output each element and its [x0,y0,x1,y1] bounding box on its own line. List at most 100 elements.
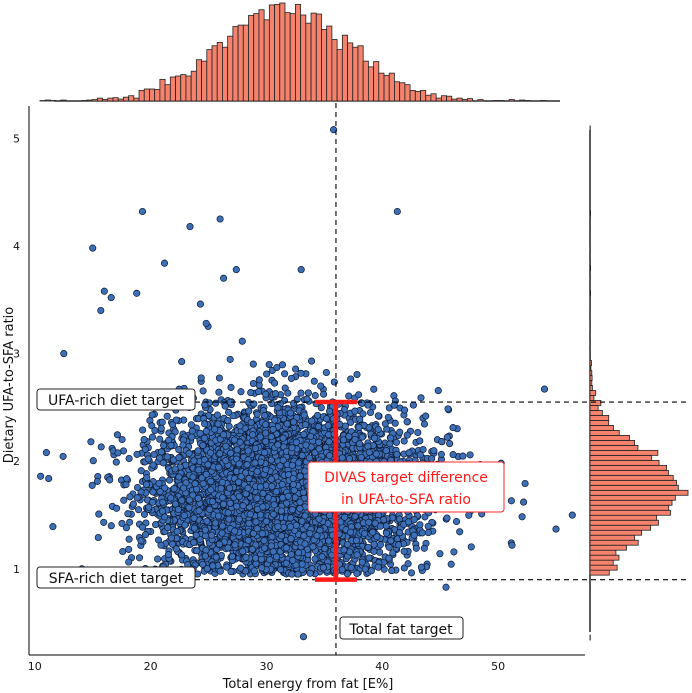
scatter-point [416,521,424,529]
scatter-point [178,358,186,366]
scatter-point [287,374,295,382]
scatter-point [278,361,287,369]
scatter-point [459,452,467,460]
scatter-point [308,357,316,365]
scatter-point [412,544,420,552]
y-hist-bar [589,529,642,536]
scatter-point [59,452,67,460]
scatter-point [310,377,318,385]
y-hist-bar [589,494,676,501]
scatter-point [135,506,143,514]
y-hist-bar [589,524,652,531]
scatter-point [225,422,233,430]
x-hist-bar [388,72,395,102]
x-hist-bar [185,75,192,102]
scatter-point [125,454,133,463]
x-hist-bar [263,19,270,102]
scatter-point [390,401,398,409]
x-hist-bar [362,60,369,102]
x-hist-bar [352,46,359,102]
scatter-point [347,375,355,383]
scatter-point [238,337,246,345]
scatter-point [156,435,164,443]
scatter-point [317,404,325,412]
x-hist-bar [237,24,244,102]
scatter-point [265,360,273,369]
y-hist-bar [589,544,627,551]
scatter-point [420,544,428,552]
x-hist-bar [414,90,421,102]
scatter-point [449,451,457,459]
scatter-point [167,534,175,542]
scatter-point [139,523,147,531]
y-hist-bar [589,365,592,371]
x-hist-bar [211,45,218,102]
scatter-point [197,374,205,382]
scatter-point [311,391,319,400]
scatter-point [137,537,145,545]
scatter-point [364,442,372,450]
x-hist-bar [420,90,427,102]
scatter-point [436,550,444,558]
scatter-point [141,445,149,453]
scatter-point [268,400,276,408]
scatter-point [157,541,165,549]
y-hist-bar [589,449,659,456]
scatter-point [443,514,451,522]
scatter-point [320,390,328,398]
y-hist-bar [589,395,595,401]
scatter-point [181,521,189,529]
x-hist-bar [227,35,234,102]
scatter-point [118,435,126,444]
scatter-point [157,424,165,432]
y-hist-bar [589,519,659,526]
scatter-point [322,368,330,377]
x-hist-bar [404,84,411,102]
scatter-point [112,458,120,466]
x-hist-bar [399,82,406,102]
scatter-point [249,360,257,368]
y-hist-bar [589,484,679,491]
y-hist-bar [589,210,592,217]
scatter-point [133,450,141,458]
scatter-point [170,485,178,493]
scatter-point [405,449,413,457]
scatter-point [414,428,422,437]
y-hist-bar [589,554,620,561]
x-hist-bar [289,13,296,102]
x-hist-bar [336,49,343,102]
y-hist-bar [589,390,597,396]
x-hist-bar [222,46,229,102]
y-hist-bar [589,380,593,386]
x-hist-bar [268,4,275,102]
x-hist-bar [367,66,375,102]
x-marginal-histogram [39,2,560,102]
scatter-point [188,427,196,435]
scatter-point [271,390,280,398]
x-hist-bar [164,84,171,102]
scatter-point [255,388,263,396]
scatter-point [300,411,308,419]
x-hist-bar [341,34,348,102]
x-hist-bar [60,99,67,102]
x-hist-bar [154,89,161,102]
x-hist-bar [201,60,208,102]
scatter-point [95,510,103,518]
x-hist-bar [508,99,515,102]
x-hist-bar [347,42,354,102]
y-hist-bar [589,400,602,406]
scatter-point [351,407,359,415]
scatter-point [228,552,236,561]
x-hist-bar [190,70,197,102]
y-hist-bar [589,405,599,411]
y-hist-bar [589,559,614,566]
x-hist-bar [467,98,474,102]
scatter-point [281,370,289,378]
scatter-point [518,513,526,521]
y-hist-bar [589,444,639,451]
y-hist-bar [589,479,677,486]
scatter-point [215,388,223,396]
y-hist-bar [589,509,671,516]
x-hist-bar [206,49,213,102]
scatter-point [356,415,364,423]
